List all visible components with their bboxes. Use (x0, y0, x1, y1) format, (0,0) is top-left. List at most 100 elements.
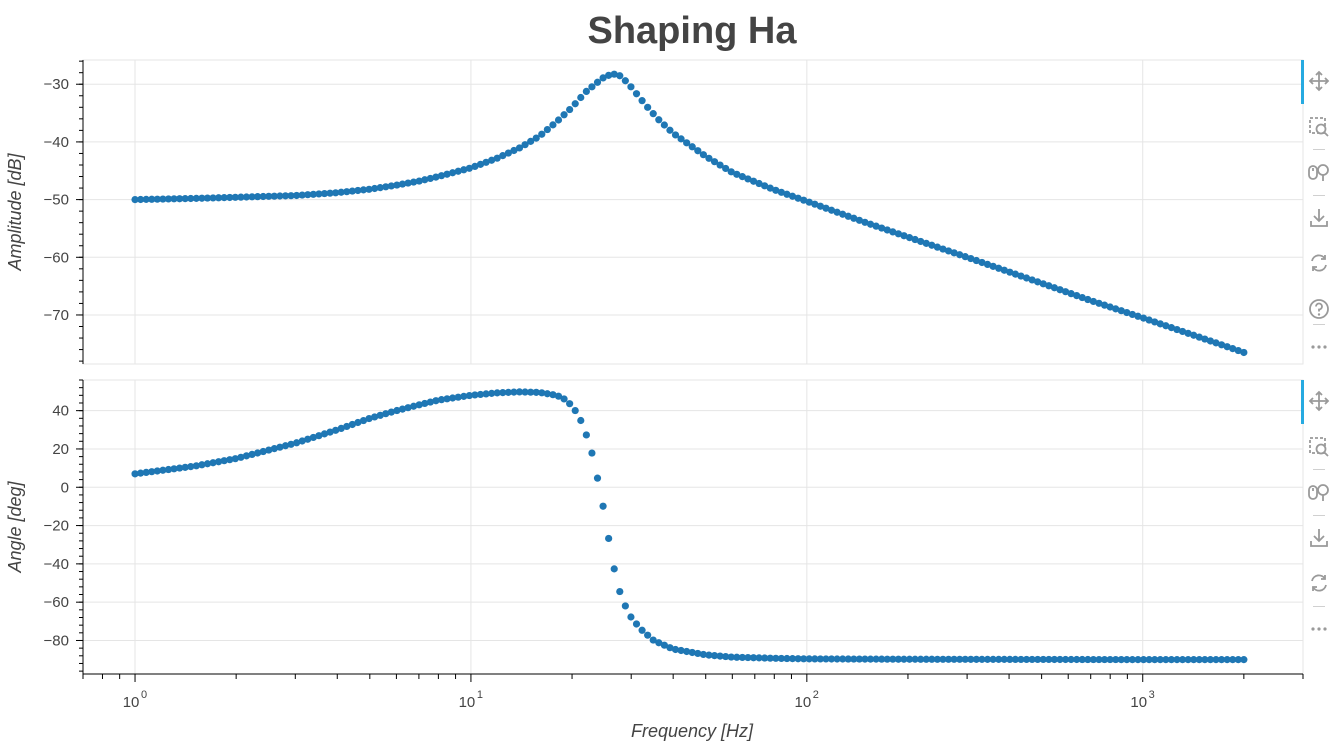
reset-tool-button[interactable] (1301, 248, 1337, 278)
angle-data-point (482, 390, 490, 398)
angle-data-point (304, 435, 312, 443)
amplitude-data-point (499, 152, 507, 160)
amplitude-data-point (309, 190, 317, 198)
amplitude-data-point (1034, 278, 1042, 286)
amplitude-data-point (226, 193, 234, 202)
amplitude-data-point (1056, 286, 1064, 294)
x-tick-label-exponent: 1 (477, 689, 483, 701)
amplitude-panel-frame (82, 59, 1304, 365)
amplitude-data-point (839, 210, 847, 218)
amplitude-data-point (437, 172, 446, 180)
amplitude-data-point (1039, 280, 1047, 288)
angle-data-point (1206, 656, 1215, 664)
save-icon (1308, 207, 1330, 229)
angle-data-point (320, 430, 329, 438)
angle-data-point (515, 388, 524, 396)
angle-data-point (493, 389, 501, 397)
angle-data-point (1190, 656, 1198, 664)
amplitude-data-point (627, 83, 635, 91)
amplitude-data-point (376, 184, 384, 192)
angle-data-point (1117, 655, 1125, 664)
amplitude-data-point (131, 195, 139, 204)
amplitude-data-point (1022, 274, 1031, 282)
angle-data-point (989, 655, 997, 663)
angle-data-point (203, 460, 212, 468)
angle-data-point (861, 655, 869, 663)
toolbar-separator (1313, 323, 1325, 325)
angle-data-point (315, 432, 323, 440)
angle-data-point (170, 465, 178, 473)
amplitude-data-point (1156, 320, 1164, 328)
amplitude-data-point (889, 228, 897, 236)
box-zoom-tool-button[interactable] (1301, 112, 1337, 142)
angle-data-point (939, 655, 947, 663)
amplitude-data-point (560, 111, 568, 119)
wheel-zoom-tool-button[interactable] (1301, 477, 1337, 507)
amplitude-data-point (1195, 333, 1203, 341)
angle-data-point (705, 651, 713, 659)
amplitude-data-point (1011, 270, 1020, 278)
amplitude-data-point (248, 193, 256, 201)
toolbar-separator (1313, 194, 1325, 196)
wheel-zoom-tool-button[interactable] (1301, 157, 1337, 187)
amplitude-data-point (716, 161, 724, 169)
angle-data-point (371, 413, 379, 421)
angle-data-point (281, 442, 290, 450)
amplitude-data-point (939, 245, 947, 253)
amplitude-data-point (415, 177, 423, 185)
angle-data-point (632, 620, 641, 628)
angle-data-point (1034, 655, 1042, 664)
angle-data-point (894, 655, 902, 663)
angle-data-point (610, 565, 618, 573)
box-zoom-tool-button[interactable] (1301, 432, 1337, 462)
amplitude-data-point (387, 182, 395, 190)
help-tool-button[interactable] (1301, 294, 1337, 324)
amplitude-data-point (1212, 339, 1220, 347)
box-zoom-icon (1308, 116, 1330, 138)
angle-data-point (933, 655, 941, 663)
angle-data-point (761, 654, 769, 662)
active-tool-indicator (1301, 380, 1304, 424)
more-tools-button[interactable] (1301, 332, 1337, 362)
save-tool-button[interactable] (1301, 203, 1337, 233)
amplitude-data-point (471, 162, 479, 171)
amplitude-data-point (159, 195, 167, 203)
amplitude-data-point (170, 195, 178, 203)
save-tool-button[interactable] (1301, 523, 1337, 553)
angle-data-point (733, 653, 741, 661)
amplitude-data-point (1061, 288, 1070, 296)
pan-tool-button[interactable] (1301, 66, 1337, 96)
amplitude-data-point (1128, 310, 1137, 319)
amplitude-data-point (1139, 314, 1148, 322)
angle-data-point (716, 652, 724, 660)
amplitude-data-point (582, 87, 590, 95)
angle-data-point (404, 404, 412, 412)
more-tools-button[interactable] (1301, 614, 1337, 644)
amplitude-data-point (822, 204, 830, 212)
pan-tool-button[interactable] (1301, 386, 1337, 416)
reset-tool-button[interactable] (1301, 568, 1337, 598)
amplitude-axis-label: Amplitude [dB] (5, 152, 25, 271)
angle-data-point (476, 390, 485, 399)
amplitude-data-point (1190, 331, 1198, 339)
amplitude-data-point (198, 194, 206, 202)
angle-data-point (688, 648, 696, 657)
amplitude-data-point (426, 174, 434, 183)
amplitude-data-point (187, 194, 195, 203)
angle-data-point (1100, 655, 1109, 664)
chart-title: Shaping Ha (587, 10, 797, 52)
amplitude-data-point (855, 216, 863, 224)
angle-data-point (922, 655, 930, 663)
angle-data-point (131, 470, 139, 478)
angle-data-point (382, 410, 390, 418)
amplitude-data-point (928, 241, 936, 249)
angle-data-point (527, 388, 535, 396)
angle-data-point (1056, 655, 1064, 664)
amplitude-data-point (967, 254, 975, 263)
amplitude-data-point (1006, 268, 1014, 276)
angle-data-point (638, 626, 646, 634)
angle-data-point (582, 431, 590, 439)
angle-data-point (1067, 655, 1075, 664)
angle-data-point (287, 440, 295, 448)
active-tool-indicator (1301, 60, 1304, 104)
